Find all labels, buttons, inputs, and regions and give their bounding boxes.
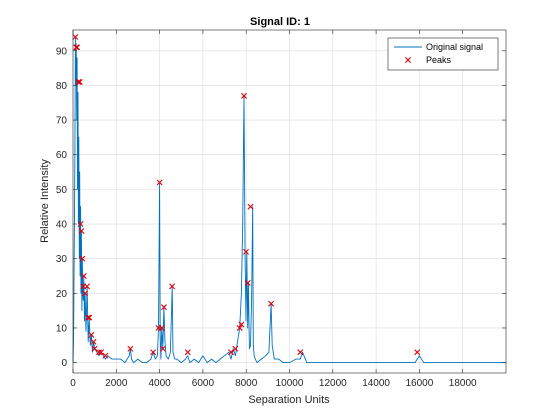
peak-marker	[184, 349, 191, 356]
y-tick-label: 40	[56, 220, 68, 231]
y-tick-label: 90	[56, 46, 68, 57]
peak-marker	[127, 345, 134, 352]
peak-marker	[85, 314, 92, 321]
y-tick-label: 70	[56, 116, 68, 127]
legend: Original signal Peaks	[387, 37, 499, 71]
peak-marker	[91, 345, 98, 352]
peak-marker	[242, 248, 249, 255]
peak-marker	[82, 290, 89, 297]
peak-marker	[84, 283, 91, 290]
x-axis-label: Separation Units	[248, 394, 330, 406]
y-tick-label: 10	[56, 323, 68, 334]
chart-title: Signal ID: 1	[250, 16, 310, 28]
peak-marker	[232, 345, 239, 352]
x-tick-label: 6000	[192, 378, 215, 389]
legend-peak-marker	[405, 57, 411, 63]
y-tick-label: 20	[56, 289, 68, 300]
peak-marker	[90, 338, 97, 345]
peak-marker	[169, 283, 176, 290]
peak-marker	[156, 179, 163, 186]
x-tick-label: 2000	[105, 378, 128, 389]
peak-markers	[72, 33, 421, 359]
x-tick-label: 10000	[276, 378, 304, 389]
x-tick-label: 16000	[405, 378, 433, 389]
peak-marker	[98, 349, 105, 356]
peak-marker	[244, 279, 251, 286]
peak-marker	[247, 203, 254, 210]
x-tick-label: 14000	[362, 378, 390, 389]
y-axis-label: Relative Intensity	[39, 159, 51, 243]
peak-marker	[72, 33, 79, 40]
peak-marker	[160, 304, 167, 311]
legend-label-peaks: Peaks	[426, 55, 452, 65]
y-tick-label: 30	[56, 254, 68, 265]
peak-marker	[241, 92, 248, 99]
x-tick-label: 12000	[319, 378, 347, 389]
peak-marker	[414, 349, 421, 356]
legend-label-original-signal: Original signal	[426, 42, 483, 52]
peak-marker	[75, 78, 82, 85]
peak-marker	[86, 314, 93, 321]
x-tick-label: 8000	[235, 378, 258, 389]
peak-marker	[238, 321, 245, 328]
y-tick-label: 50	[56, 185, 68, 196]
peak-marker	[158, 324, 165, 331]
peak-marker	[236, 324, 243, 331]
peak-marker	[77, 221, 84, 228]
peak-marker	[88, 331, 95, 338]
peak-marker	[228, 349, 235, 356]
y-tick-label: 80	[56, 81, 68, 92]
peak-marker	[95, 349, 102, 356]
peak-marker	[79, 255, 86, 262]
peak-marker	[102, 352, 109, 359]
peak-marker	[76, 78, 83, 85]
peak-marker	[297, 349, 304, 356]
peak-marker	[268, 300, 275, 307]
peak-marker	[150, 349, 157, 356]
peak-marker	[80, 273, 87, 279]
grid-lines	[72, 30, 506, 373]
y-tick-label: 60	[56, 150, 68, 161]
x-tick-label: 18000	[449, 378, 477, 389]
peak-marker	[78, 227, 85, 234]
legend-peak-x	[405, 57, 411, 63]
peak-marker	[73, 44, 80, 51]
y-tick-label: 0	[61, 358, 67, 369]
x-tick-label: 4000	[148, 378, 171, 389]
x-tick-label: 0	[70, 378, 76, 389]
legend-box	[387, 37, 499, 71]
peak-marker	[159, 345, 166, 352]
peak-marker	[74, 44, 81, 51]
axes: 0 2000 4000 6000 8000 10000 12000 14000 16000 180…	[56, 30, 506, 389]
